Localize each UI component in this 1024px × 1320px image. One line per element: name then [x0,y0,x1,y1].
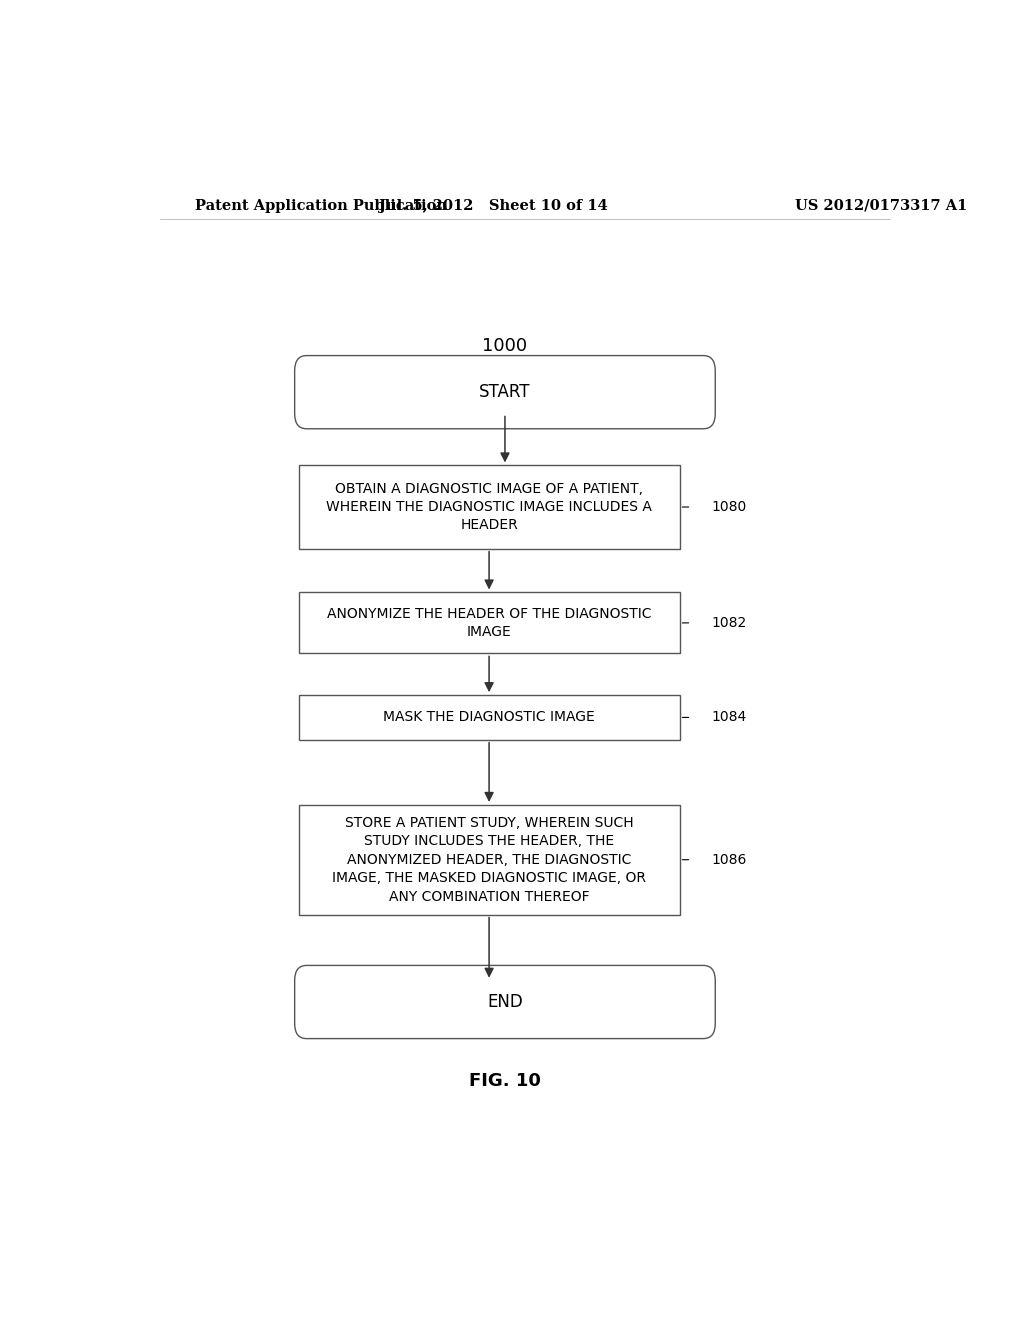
Text: END: END [487,993,523,1011]
Text: Patent Application Publication: Patent Application Publication [196,199,447,213]
Text: Jul. 5, 2012   Sheet 10 of 14: Jul. 5, 2012 Sheet 10 of 14 [379,199,607,213]
Text: 1000: 1000 [482,338,527,355]
Text: ANONYMIZE THE HEADER OF THE DIAGNOSTIC
IMAGE: ANONYMIZE THE HEADER OF THE DIAGNOSTIC I… [327,607,651,639]
Text: START: START [479,383,530,401]
FancyBboxPatch shape [295,355,715,429]
Text: US 2012/0173317 A1: US 2012/0173317 A1 [795,199,967,213]
Text: 1086: 1086 [712,853,746,867]
FancyBboxPatch shape [299,593,680,653]
FancyBboxPatch shape [299,805,680,915]
Text: STORE A PATIENT STUDY, WHEREIN SUCH
STUDY INCLUDES THE HEADER, THE
ANONYMIZED HE: STORE A PATIENT STUDY, WHEREIN SUCH STUD… [332,816,646,903]
FancyBboxPatch shape [299,696,680,739]
Text: OBTAIN A DIAGNOSTIC IMAGE OF A PATIENT,
WHEREIN THE DIAGNOSTIC IMAGE INCLUDES A
: OBTAIN A DIAGNOSTIC IMAGE OF A PATIENT, … [327,482,652,532]
Text: 1084: 1084 [712,710,746,725]
Text: 1080: 1080 [712,500,746,513]
Text: FIG. 10: FIG. 10 [469,1072,541,1090]
FancyBboxPatch shape [295,965,715,1039]
FancyBboxPatch shape [299,466,680,549]
Text: 1082: 1082 [712,616,746,630]
Text: MASK THE DIAGNOSTIC IMAGE: MASK THE DIAGNOSTIC IMAGE [383,710,595,725]
